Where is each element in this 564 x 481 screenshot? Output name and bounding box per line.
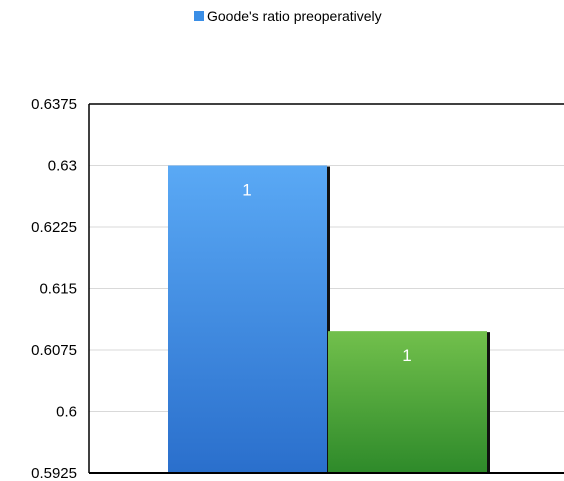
legend: Goode's ratio preoperatively xyxy=(194,8,382,24)
y-tick-label: 0.63 xyxy=(48,158,77,175)
bar-1 xyxy=(168,165,327,473)
bar-data-label: 1 xyxy=(242,181,251,200)
legend-label: Goode's ratio preoperatively xyxy=(207,8,382,24)
bar-2 xyxy=(328,331,487,473)
y-tick-label: 0.5925 xyxy=(31,465,77,481)
y-tick-label: 0.6075 xyxy=(31,342,77,359)
bar-shadow xyxy=(327,166,330,473)
y-tick-label: 0.615 xyxy=(39,281,77,298)
legend-swatch xyxy=(194,11,204,21)
y-tick-label: 0.6375 xyxy=(31,96,77,113)
bars: 11 xyxy=(168,165,490,473)
bar-data-label: 1 xyxy=(402,346,411,365)
y-axis-ticks: 0.5925 0.6 0.6075 0.615 0.6225 0.63 0.6375 xyxy=(31,96,77,481)
y-tick-label: 0.6225 xyxy=(31,219,77,236)
bar-shadow xyxy=(487,332,490,473)
y-tick-label: 0.6 xyxy=(56,404,77,421)
